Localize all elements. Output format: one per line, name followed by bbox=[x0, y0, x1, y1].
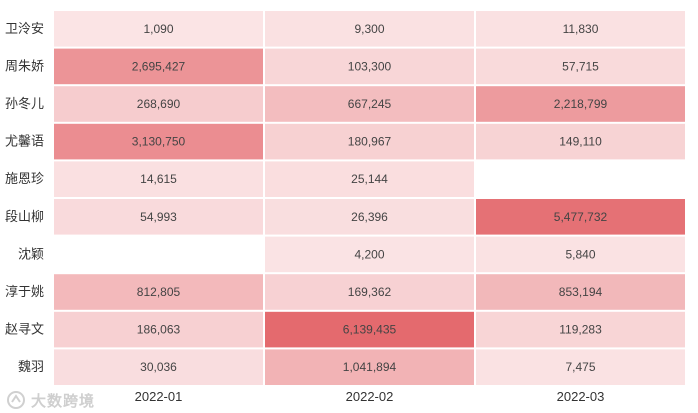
cell-value: 5,840 bbox=[565, 247, 595, 261]
heatmap-cell bbox=[476, 123, 685, 160]
cell-value: 119,283 bbox=[559, 323, 602, 337]
row-label: 魏羽 bbox=[18, 359, 44, 374]
row-label: 淳于姚 bbox=[5, 284, 44, 299]
cell-value: 14,615 bbox=[140, 172, 177, 186]
heatmap-cell bbox=[476, 236, 685, 273]
cell-value: 54,993 bbox=[140, 210, 177, 224]
heatmap-cell bbox=[265, 274, 474, 310]
cell-value: 25,144 bbox=[351, 172, 388, 186]
heatmap-cell bbox=[54, 274, 263, 310]
heatmap-cell bbox=[54, 349, 263, 385]
cell-value: 186,063 bbox=[137, 323, 181, 337]
cell-value: 149,110 bbox=[559, 135, 602, 149]
column-label: 2022-03 bbox=[557, 389, 605, 404]
heatmap-cell bbox=[54, 199, 263, 235]
cell-value: 9,300 bbox=[354, 22, 384, 36]
row-label: 卫泠安 bbox=[5, 21, 44, 36]
cell-value: 4,200 bbox=[354, 247, 384, 261]
row-label: 施恩珍 bbox=[5, 171, 44, 186]
heatmap-cell bbox=[265, 349, 474, 385]
cell-value: 26,396 bbox=[351, 210, 388, 224]
heatmap-cell bbox=[54, 48, 263, 85]
heatmap-cell bbox=[265, 11, 474, 47]
heatmap-cell bbox=[265, 48, 474, 85]
cell-value: 268,690 bbox=[137, 97, 181, 111]
heatmap-cell bbox=[54, 11, 263, 47]
logo-icon bbox=[7, 391, 25, 409]
cell-value: 1,090 bbox=[143, 22, 173, 36]
heatmap-cell bbox=[476, 48, 685, 85]
cell-value: 1,041,894 bbox=[343, 360, 397, 374]
heatmap-cell bbox=[265, 86, 474, 122]
cell-value: 57,715 bbox=[562, 59, 599, 73]
cell-value: 3,130,750 bbox=[132, 135, 186, 149]
column-label: 2022-02 bbox=[346, 389, 394, 404]
column-label: 2022-01 bbox=[135, 389, 183, 404]
watermark-text: 大数跨境 bbox=[31, 392, 96, 410]
watermark: 大数跨境 bbox=[6, 389, 95, 411]
cell-value: 2,695,427 bbox=[132, 59, 186, 73]
heatmap-cell bbox=[265, 311, 474, 348]
heatmap-cell bbox=[476, 349, 685, 385]
row-label: 段山柳 bbox=[5, 209, 44, 224]
heatmap-cell bbox=[265, 236, 474, 273]
heatmap-cell bbox=[476, 274, 685, 310]
row-label: 尤馨语 bbox=[5, 134, 44, 149]
cell-value: 169,362 bbox=[348, 285, 392, 299]
heatmap-cell bbox=[265, 161, 474, 197]
heatmap-cell bbox=[54, 161, 263, 197]
cell-value: 7,475 bbox=[565, 360, 595, 374]
cell-value: 5,477,732 bbox=[554, 210, 608, 224]
cell-value: 180,967 bbox=[348, 135, 392, 149]
heatmap-cell bbox=[476, 311, 685, 348]
cell-value: 6,139,435 bbox=[343, 323, 397, 337]
heatmap-cell bbox=[54, 86, 263, 122]
cell-value: 812,805 bbox=[137, 285, 181, 299]
heatmap-cell bbox=[476, 11, 685, 47]
cell-value: 2,218,799 bbox=[554, 97, 608, 111]
row-label: 赵寻文 bbox=[5, 322, 44, 337]
cell-value: 103,300 bbox=[348, 59, 392, 73]
cell-value: 853,194 bbox=[559, 285, 603, 299]
heatmap-cell bbox=[476, 86, 685, 122]
heatmap-cell bbox=[54, 123, 263, 160]
heatmap-cell bbox=[54, 311, 263, 348]
cell-value: 667,245 bbox=[348, 97, 392, 111]
cell-value: 11,830 bbox=[563, 22, 599, 36]
heatmap-cell bbox=[476, 161, 685, 197]
row-label: 孙冬儿 bbox=[5, 96, 44, 111]
cell-value: 30,036 bbox=[140, 360, 177, 374]
row-label: 沈颖 bbox=[18, 246, 44, 261]
heatmap-cell bbox=[265, 199, 474, 235]
heatmap-cell bbox=[476, 199, 685, 235]
heatmap-cell bbox=[265, 123, 474, 160]
heatmap-cell bbox=[54, 236, 263, 273]
row-label: 周朱娇 bbox=[5, 58, 44, 73]
